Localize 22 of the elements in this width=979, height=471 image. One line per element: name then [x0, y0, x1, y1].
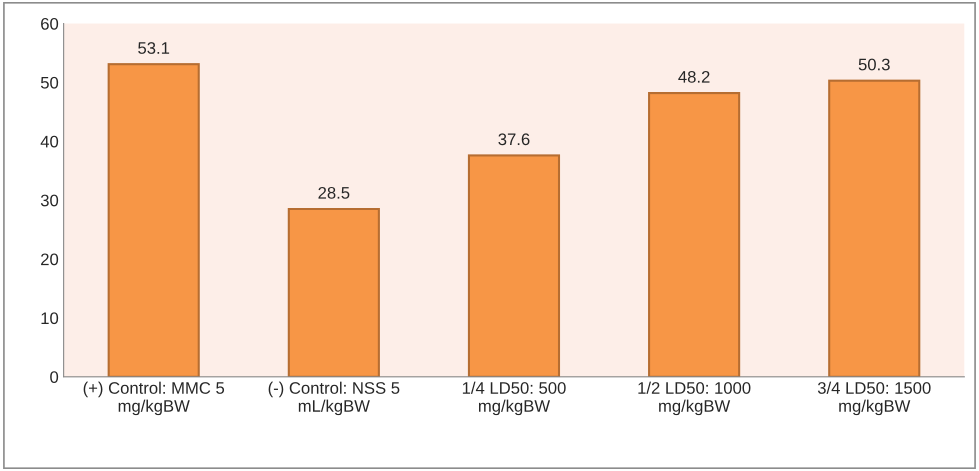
y-tick-label: 60 [41, 18, 58, 30]
x-tick-label: (+) Control: MMC 5 mg/kgBW [84, 382, 224, 416]
y-tick-label: 50 [40, 76, 58, 89]
x-tick-label: 1/2 LD50: 1000 mg/kgBW [638, 382, 750, 416]
data-label: 50.3 [858, 58, 890, 70]
bar [828, 80, 920, 377]
data-label: 48.2 [678, 70, 710, 83]
bar [468, 154, 560, 377]
data-label: 53.1 [138, 42, 170, 54]
y-tick-label: 0 [50, 371, 58, 384]
y-tick-label: 30 [40, 194, 58, 206]
y-tick-label: 40 [40, 136, 58, 148]
x-tick-label: (-) Control: NSS 5 mL/kgBW [268, 382, 400, 416]
y-tick-label: 10 [42, 312, 58, 324]
data-label: 37.6 [498, 133, 530, 146]
y-tick-label: 20 [41, 253, 58, 266]
bar [108, 63, 200, 377]
x-tick-label: 3/4 LD50: 1500 mg/kgBW [818, 382, 931, 416]
bar [648, 92, 740, 377]
bar [288, 208, 380, 377]
data-label: 28.5 [318, 186, 350, 199]
x-tick-label: 1/4 LD50: 500 mg/kgBW [462, 382, 566, 416]
